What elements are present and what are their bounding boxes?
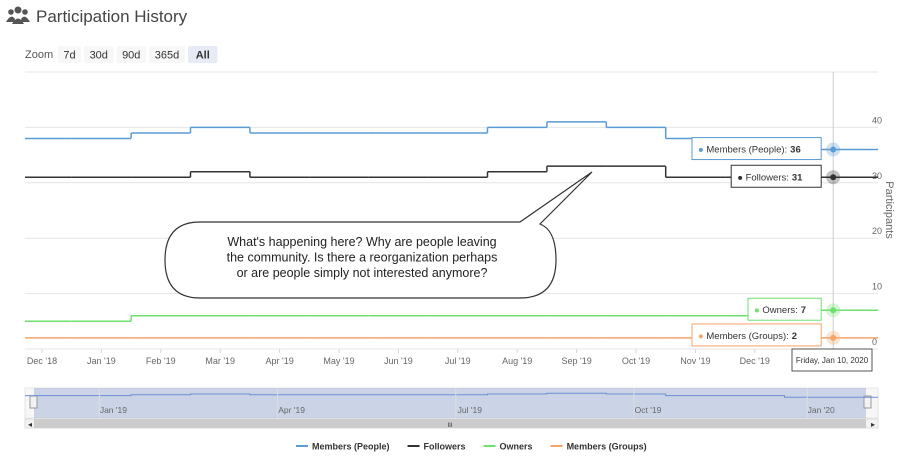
scroll-arrow[interactable]: ▸ (871, 420, 875, 429)
navigator-label: Apr '19 (278, 405, 305, 415)
title-icon (6, 6, 30, 24)
callout (164, 171, 593, 299)
legend-label[interactable]: Owners (500, 442, 533, 452)
tooltip-text: ● Followers: 31 (737, 172, 803, 183)
tooltip-label: Members (People): (706, 145, 787, 156)
y-axis-title: Participants (883, 181, 895, 239)
x-tick-label: Nov '19 (680, 356, 710, 366)
navigator-label: Oct '19 (635, 405, 662, 415)
callout-line: the community. Is there a reorganization… (227, 251, 498, 265)
navigator-range[interactable] (34, 388, 866, 418)
scrollbar-grip: III (447, 423, 452, 429)
date-tooltip-box (791, 348, 873, 372)
x-tick-label: Feb '19 (146, 356, 176, 366)
y-tick-label: 10 (872, 282, 882, 292)
x-tick-label: Jan '19 (87, 356, 116, 366)
legend-label[interactable]: Followers (424, 442, 466, 452)
hover-marker (830, 174, 837, 181)
zoom-button-label[interactable]: 7d (63, 50, 75, 62)
y-tick-label: 0 (872, 337, 877, 347)
x-tick-label: Jul '19 (445, 356, 471, 366)
hover-marker (830, 334, 837, 341)
zoom-button[interactable] (84, 46, 114, 63)
zoom-group: 7d 30d 90d 365d All (58, 46, 218, 63)
legend: Members (People) Followers Owners Members (… (296, 442, 647, 452)
navigator-label: Jul '19 (458, 405, 483, 415)
zoom-label: Zoom (25, 49, 53, 61)
zoom-button[interactable] (116, 46, 147, 63)
x-tick-label: Aug '19 (502, 356, 532, 366)
navigator-label: Jan '19 (100, 405, 127, 415)
tooltip-bullet: ● (698, 331, 706, 342)
x-tick-label: Dec '18 (27, 356, 57, 366)
scroll-arrow[interactable]: ◂ (28, 420, 32, 429)
hover-marker (830, 307, 837, 314)
scrollbar-thumb[interactable] (34, 419, 866, 428)
y-tick-label: 30 (872, 171, 882, 181)
tooltip-box (730, 164, 822, 188)
zoom-button[interactable] (188, 46, 218, 63)
navigator: ◂ ▸ Jan '19 Apr '19 Jul '19 Oct '19 Jan '20 I… (24, 387, 879, 429)
zoom-button-label[interactable]: All (196, 50, 210, 62)
tooltip-bullet: ● (698, 145, 706, 156)
tooltip-text: ● Owners: 7 (754, 305, 806, 316)
navigator-bg (24, 387, 879, 419)
x-tick-label: Oct '19 (622, 356, 650, 366)
navigator-handle[interactable] (29, 395, 38, 409)
navigator-line (25, 392, 878, 398)
callout-line: What's happening here? Why are people le… (227, 235, 496, 249)
y-tick-label: 20 (872, 226, 882, 236)
x-tick-label: May '19 (323, 356, 354, 366)
zoom-button[interactable] (58, 46, 81, 63)
tooltip-text: ● Members (Groups): 2 (698, 331, 797, 342)
tooltip-box (691, 323, 822, 347)
tooltip-value: 7 (801, 305, 806, 316)
date-tooltip: Friday, Jan 10, 2020 (796, 356, 869, 365)
tooltip-label: Owners: (762, 305, 797, 316)
x-tick-label: Dec '19 (740, 356, 770, 366)
tooltip-value: 31 (792, 172, 803, 183)
y-tick-label: 40 (872, 115, 882, 125)
tooltip-box (691, 137, 822, 161)
tooltip-value: 36 (790, 145, 801, 156)
zoom-button-label[interactable]: 90d (122, 50, 140, 62)
page-title: Participation History (36, 7, 188, 26)
zoom-button-label[interactable]: 365d (155, 50, 179, 62)
callout-text: What's happening here? Why are people le… (227, 235, 498, 280)
navigator-label: Jan '20 (808, 405, 835, 415)
x-tick-label: Mar '19 (205, 356, 235, 366)
tooltip-bullet: ● (737, 172, 745, 183)
zoom-button-label[interactable]: 30d (90, 50, 108, 62)
zoom-button[interactable] (149, 46, 185, 63)
legend-label[interactable]: Members (People) (312, 442, 390, 452)
tooltip-text: ● Members (People): 36 (698, 145, 801, 156)
x-tick-label: Jun '19 (384, 356, 413, 366)
x-tick-label: Sep '19 (561, 356, 591, 366)
tooltip-label: Followers: (746, 172, 789, 183)
legend-label[interactable]: Members (Groups) (567, 442, 647, 452)
tooltip-bullet: ● (754, 305, 762, 316)
navigator-handle[interactable] (863, 395, 872, 409)
tooltip-label: Members (Groups): (706, 331, 788, 342)
tooltip-box (747, 297, 822, 321)
callout-line: or are people simply not interested anym… (237, 266, 488, 280)
hover-marker (830, 146, 837, 153)
x-tick-label: Apr '19 (265, 356, 293, 366)
tooltip-value: 2 (792, 331, 797, 342)
